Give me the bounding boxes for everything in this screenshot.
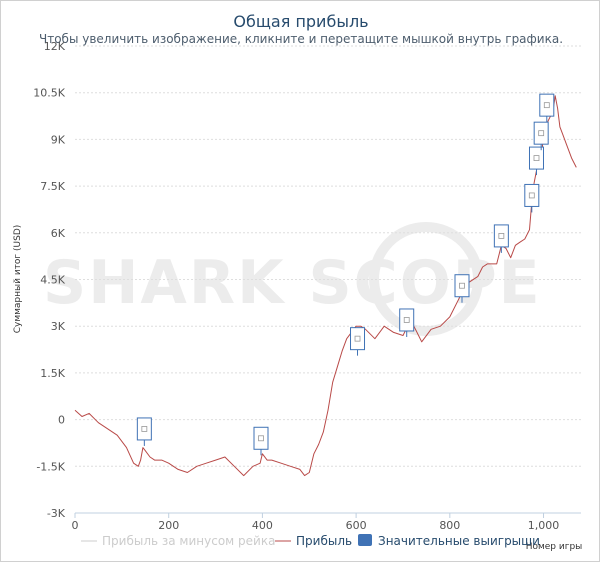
y-tick-label: 10.5K xyxy=(33,87,65,100)
legend-rake-label: Прибыль за минусом рейка xyxy=(102,534,275,548)
significant-win-flag[interactable] xyxy=(528,146,544,176)
y-tick-label: 0 xyxy=(58,414,65,427)
y-tick-label: 9K xyxy=(51,133,66,146)
y-tick-label: -3K xyxy=(47,507,66,520)
x-tick-label: 800 xyxy=(439,519,460,532)
x-tick-label: 200 xyxy=(158,519,179,532)
x-tick-label: 0 xyxy=(72,519,79,532)
watermark-scope-icon xyxy=(369,222,483,336)
flag-icon xyxy=(543,102,550,109)
legend-item-wins[interactable]: Значительные выигрыши xyxy=(358,534,540,548)
flag-icon xyxy=(403,317,410,323)
y-tick-label: 3K xyxy=(51,320,66,333)
flag-icon xyxy=(528,192,535,199)
y-tick-label: 4.5K xyxy=(40,274,65,287)
y-tick-label: 12K xyxy=(44,40,66,53)
flag-icon xyxy=(141,426,148,432)
x-tick-label: 400 xyxy=(252,519,273,532)
significant-win-flag[interactable] xyxy=(253,426,269,456)
flag-icon xyxy=(538,130,545,137)
legend: Прибыль за минусом рейка Прибыль Значите… xyxy=(81,534,540,548)
significant-win-flag[interactable] xyxy=(350,327,366,356)
chart-title: Общая прибыль xyxy=(233,12,368,31)
significant-win-flag[interactable] xyxy=(533,121,549,151)
legend-item-profit[interactable]: Прибыль xyxy=(275,534,352,548)
significant-win-flag[interactable] xyxy=(493,224,509,253)
y-tick-label: 1.5K xyxy=(40,367,65,380)
significant-win-flag[interactable] xyxy=(136,417,152,446)
legend-item-rake[interactable]: Прибыль за минусом рейка xyxy=(81,534,275,548)
x-axis-ticks: 0 200 400 600 800 1,000 xyxy=(72,513,560,532)
significant-win-flag[interactable] xyxy=(399,308,415,337)
flag-icon xyxy=(498,233,505,239)
flag-icon xyxy=(354,335,361,342)
legend-profit-label: Прибыль xyxy=(296,534,352,548)
x-tick-label: 600 xyxy=(346,519,367,532)
chart-subtitle: Чтобы увеличить изображение, кликните и … xyxy=(39,32,563,46)
y-tick-label: -1.5K xyxy=(36,460,65,473)
y-axis-ticks: 12K 10.5K 9K 7.5K 6K 4.5K 3K 1.5K 0 -1.5K -3K xyxy=(33,40,65,520)
significant-wins-flags xyxy=(136,93,555,456)
legend-wins-symbol xyxy=(358,534,372,546)
y-axis-title: Суммарный итог (USD) xyxy=(13,225,23,334)
flag-icon xyxy=(459,282,465,289)
significant-win-flag[interactable] xyxy=(454,274,470,303)
flag-icon xyxy=(533,155,540,161)
grid-lines xyxy=(75,45,581,467)
x-axis-title: Номер игры xyxy=(526,542,583,552)
flag-icon xyxy=(258,435,264,442)
significant-win-flag[interactable] xyxy=(524,183,540,213)
significant-win-flag[interactable] xyxy=(539,93,555,123)
legend-wins-label: Значительные выигрыши xyxy=(378,534,540,548)
x-tick-label: 1,000 xyxy=(528,519,560,532)
y-tick-label: 7.5K xyxy=(40,180,65,193)
y-tick-label: 6K xyxy=(51,227,66,240)
